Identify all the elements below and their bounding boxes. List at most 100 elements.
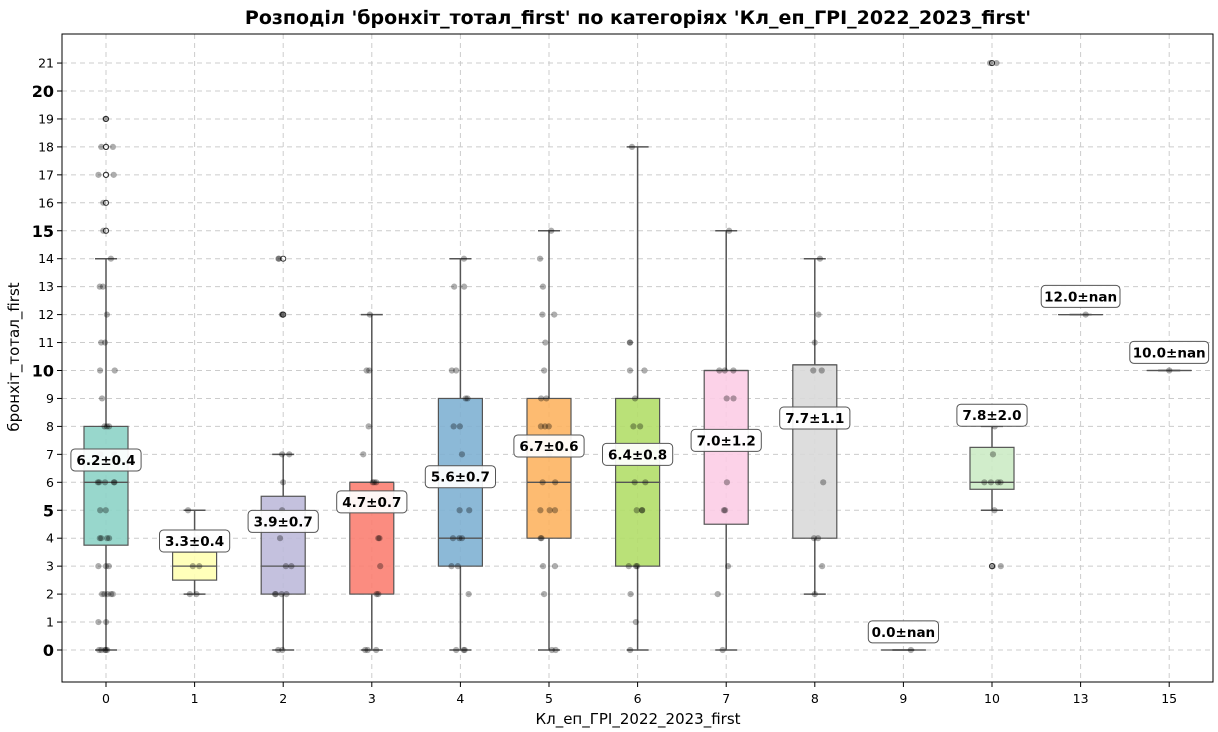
stat-label-box: [956, 403, 1028, 427]
y-tick-label: 17: [38, 167, 54, 182]
stat-label-text: 6.4±0.8: [608, 447, 667, 463]
data-point: [997, 563, 1004, 570]
data-point: [184, 507, 192, 514]
data-point: [816, 255, 824, 262]
data-point: [638, 507, 645, 514]
x-tick-label: 10: [984, 691, 1000, 706]
data-point: [538, 395, 545, 402]
data-point: [458, 535, 466, 542]
stat-label-box: [513, 434, 585, 458]
y-tick-label: 8: [46, 419, 54, 434]
x-tick-label: 7: [722, 691, 730, 706]
data-point: [539, 563, 547, 570]
data-point: [376, 535, 383, 542]
data-point: [98, 535, 105, 542]
data-point: [461, 283, 468, 290]
y-tick-label: 21: [38, 56, 54, 71]
stat-label-box: [1129, 340, 1210, 364]
stat-label-6: 6.4±0.8: [602, 442, 674, 466]
data-point: [96, 283, 103, 290]
y-tick-label: 3: [46, 559, 54, 574]
data-point: [987, 479, 995, 486]
data-point: [102, 115, 109, 123]
stat-label-7: 7.0±1.2: [690, 428, 762, 452]
stat-label-text: 12.0±nan: [1044, 289, 1117, 305]
data-point: [98, 143, 105, 150]
data-point: [102, 646, 109, 654]
stat-label-text: 7.8±2.0: [962, 408, 1021, 424]
outlier-marker: [102, 115, 110, 123]
data-point: [450, 423, 457, 430]
outlier-marker: [102, 143, 110, 150]
data-point: [279, 311, 286, 318]
data-point: [373, 646, 380, 654]
iqr-box: [526, 397, 572, 539]
data-point: [111, 367, 118, 374]
data-point: [997, 479, 1004, 486]
data-point: [907, 646, 914, 654]
box-6: [614, 146, 661, 651]
x-axis-label: Кл_еп_ГРІ_2022_2023_first: [535, 710, 740, 729]
data-point: [1082, 311, 1089, 318]
data-point: [464, 395, 471, 402]
box-1: [172, 509, 218, 595]
y-tick-label: 16: [38, 195, 54, 210]
data-point: [991, 507, 998, 514]
stat-label-box: [336, 490, 408, 514]
data-point: [107, 255, 115, 262]
data-point: [626, 339, 633, 346]
data-point: [721, 367, 728, 374]
stat-label-10: 7.8±2.0: [956, 403, 1028, 427]
data-point: [539, 479, 546, 486]
data-point: [103, 423, 111, 430]
y-tick-label: 6: [46, 475, 54, 490]
y-tick-label: 14: [38, 251, 54, 266]
data-point: [818, 367, 825, 374]
data-point: [279, 311, 286, 318]
data-point: [373, 591, 380, 598]
stat-labels: 6.2±0.4 3.3±0.4 3.9±0.7 4.7±0.7 5.6±0.7 6.7±0…: [70, 284, 1210, 644]
data-point: [1166, 367, 1173, 374]
data-point: [275, 255, 283, 262]
data-point: [282, 563, 289, 570]
data-point: [448, 367, 455, 374]
data-point: [630, 423, 637, 430]
data-point: [628, 143, 636, 150]
y-tick-label: 20: [32, 82, 54, 101]
data-point: [275, 646, 282, 654]
data-point: [811, 339, 818, 346]
data-point: [272, 591, 279, 598]
data-point: [626, 367, 634, 374]
data-point: [625, 563, 632, 570]
data-point: [462, 395, 469, 402]
data-point: [631, 479, 638, 486]
stat-label-8: 7.7±1.1: [779, 406, 851, 430]
stat-label-text: 3.3±0.4: [165, 534, 224, 550]
stat-label-text: 7.7±1.1: [785, 411, 844, 427]
data-point: [726, 227, 733, 234]
data-point: [102, 563, 110, 570]
y-tick-label: 7: [46, 447, 54, 462]
data-point: [989, 563, 996, 570]
data-point: [107, 591, 115, 598]
stat-label-box: [602, 442, 674, 466]
data-point: [286, 451, 293, 458]
data-point: [461, 646, 468, 654]
data-point: [278, 591, 285, 598]
data-point: [539, 311, 546, 318]
data-point: [642, 479, 649, 486]
y-axis-label: бронхіт_тотал_first: [5, 282, 24, 431]
data-point: [276, 535, 284, 542]
jitter-points: [94, 59, 1173, 654]
x-tick-label: 6: [634, 691, 642, 706]
data-point: [451, 283, 458, 290]
outlier-marker: [280, 311, 287, 318]
stat-label-15: 10.0±nan: [1129, 340, 1210, 364]
boxes: [83, 59, 1192, 651]
data-point: [283, 591, 290, 598]
stat-label-text: 3.9±0.7: [254, 514, 313, 530]
data-point: [111, 479, 118, 486]
data-point: [551, 311, 558, 318]
data-point: [96, 367, 104, 374]
data-point: [275, 255, 282, 262]
